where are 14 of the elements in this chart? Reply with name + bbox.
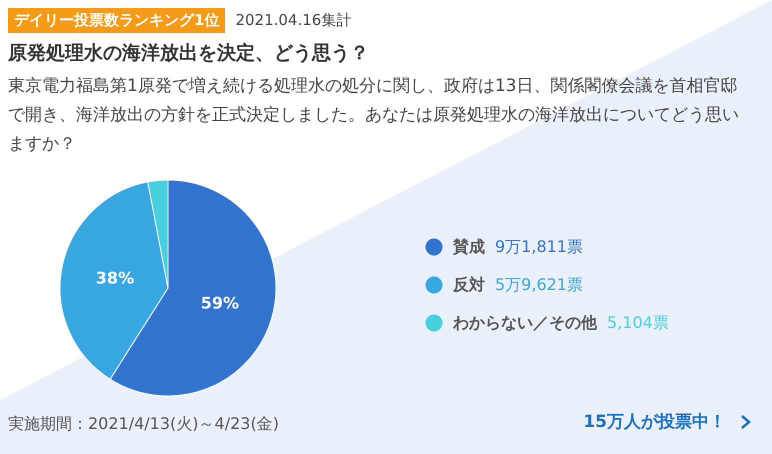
data-label: 38%	[96, 268, 134, 288]
text: 実施期間：2021/4/13(火)～4/23(金)	[8, 414, 279, 435]
text: 9万1,811票	[495, 236, 583, 258]
legend-label: 反対	[453, 274, 485, 296]
text: 5万9,621票	[495, 274, 583, 296]
chart-title: 原発処理水の海洋放出を決定、どう思う？	[8, 41, 369, 66]
data-label: 59%	[200, 294, 240, 313]
text: デイリー投票数ランキング1位	[8, 8, 226, 33]
chart-subtitle: 東京電力福島第1原発で増え続ける処理水の処分に関し、政府は13日、関係閣僚会議を首相官邸で開き、海洋放出の方針を正式決定しました。あなたは原発処理水の海洋放出についてどう思いますか？	[8, 75, 740, 156]
text: 2021.04.16集計	[235, 11, 352, 30]
legend-label: わからない／その他	[453, 312, 597, 334]
text: 5,104票	[607, 312, 669, 334]
legend-label: 賛成	[453, 236, 485, 258]
text: 15万人が投票中！	[583, 411, 726, 433]
